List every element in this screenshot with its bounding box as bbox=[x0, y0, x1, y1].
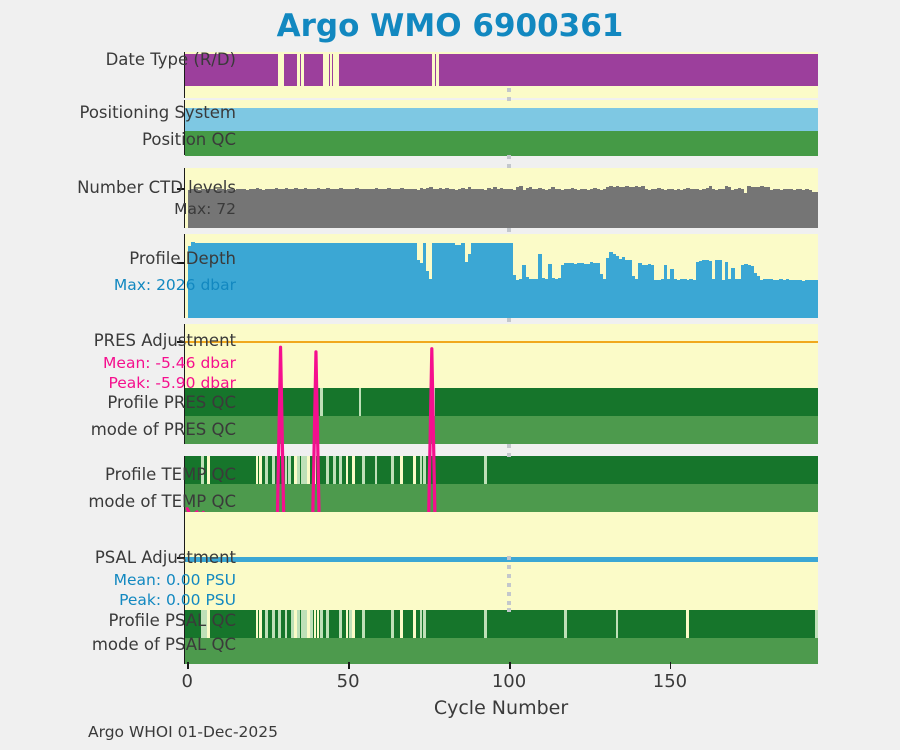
ctd-ytick bbox=[177, 188, 184, 190]
cycle-100-marker bbox=[507, 318, 512, 325]
x-axis-tick bbox=[669, 662, 672, 669]
cycle-100-marker bbox=[507, 228, 512, 235]
x-axis-tick bbox=[348, 662, 350, 669]
panel-psal-qc bbox=[184, 608, 818, 664]
cycle-100-marker bbox=[507, 608, 512, 616]
label-profile-pres-qc: Profile PRES QC bbox=[107, 393, 236, 412]
date-type-gaps bbox=[185, 52, 818, 98]
page-title: Argo WMO 6900361 bbox=[276, 8, 624, 44]
cycle-100-marker bbox=[507, 88, 512, 104]
x-axis-tick-label: 100 bbox=[491, 671, 527, 692]
date-type-band bbox=[185, 54, 818, 86]
panel-date-type bbox=[184, 52, 818, 98]
x-axis-tick-label: 0 bbox=[181, 671, 193, 692]
label-pres-peak: Peak: -5.90 dbar bbox=[108, 374, 236, 392]
ctd-levels-bars bbox=[185, 168, 819, 228]
mode-psal-qc-band bbox=[185, 638, 818, 664]
psal-ytick bbox=[177, 557, 184, 559]
profile-psal-qc-gaps bbox=[185, 610, 818, 638]
label-psal-peak: Peak: 0.00 PSU bbox=[119, 591, 236, 609]
panel-temp-qc bbox=[184, 456, 818, 512]
footer-credit: Argo WHOI 01-Dec-2025 bbox=[88, 723, 278, 741]
label-profile-temp-qc: Profile TEMP QC bbox=[105, 465, 236, 484]
mode-temp-qc-band bbox=[185, 484, 818, 512]
label-profile-psal-qc: Profile PSAL QC bbox=[108, 611, 236, 630]
panel-psal-adjustment bbox=[184, 512, 818, 608]
label-mode-psal-qc: mode of PSAL QC bbox=[91, 635, 236, 654]
panel-positioning bbox=[184, 100, 818, 156]
label-position-qc: Position QC bbox=[142, 130, 236, 149]
label-pres-mean: Mean: -5.46 dbar bbox=[103, 354, 236, 372]
label-ctd-levels: Number CTD levels bbox=[77, 178, 236, 197]
mode-pres-qc-band bbox=[185, 416, 818, 444]
label-psal-mean: Mean: 0.00 PSU bbox=[113, 571, 236, 589]
label-ctd-levels-max: Max: 72 bbox=[174, 200, 236, 218]
positioning-system-band bbox=[185, 108, 818, 131]
x-axis-tick-label: 50 bbox=[336, 671, 360, 692]
label-psal-adjustment: PSAL Adjustment bbox=[94, 548, 236, 567]
cycle-100-marker bbox=[507, 444, 512, 457]
x-axis-tick bbox=[187, 662, 189, 669]
profile-psal-qc-band bbox=[185, 610, 818, 638]
panel-ctd-levels bbox=[184, 168, 819, 228]
profile-pres-qc-gaps bbox=[185, 388, 818, 416]
label-pres-adjustment: PRES Adjustment bbox=[93, 331, 236, 350]
cycle-100-marker bbox=[507, 556, 512, 609]
x-axis-tick-label: 150 bbox=[652, 671, 688, 692]
label-positioning-system: Positioning System bbox=[79, 103, 236, 122]
cycle-100-marker bbox=[507, 155, 512, 169]
x-axis-tick bbox=[509, 662, 511, 669]
depth-ytick bbox=[177, 262, 184, 264]
panel-pres-adjustment bbox=[184, 324, 818, 444]
psal-zero-line bbox=[185, 557, 818, 562]
label-date-type: Date Type (R/D) bbox=[105, 50, 236, 69]
label-mode-pres-qc: mode of PRES QC bbox=[90, 420, 236, 439]
label-profile-depth-max: Max: 2026 dbar bbox=[113, 276, 236, 294]
position-qc-band bbox=[185, 131, 818, 156]
panel-profile-depth bbox=[184, 234, 819, 318]
label-profile-depth: Profile Depth bbox=[129, 249, 236, 268]
x-axis: 0 50 100 150 bbox=[181, 662, 818, 692]
pres-ytick bbox=[177, 341, 184, 343]
x-axis-label: Cycle Number bbox=[433, 697, 569, 719]
pres-reference-line bbox=[185, 341, 818, 343]
profile-depth-bars bbox=[185, 234, 819, 318]
label-mode-temp-qc: mode of TEMP QC bbox=[88, 492, 236, 511]
profile-temp-qc-gaps bbox=[185, 456, 818, 484]
